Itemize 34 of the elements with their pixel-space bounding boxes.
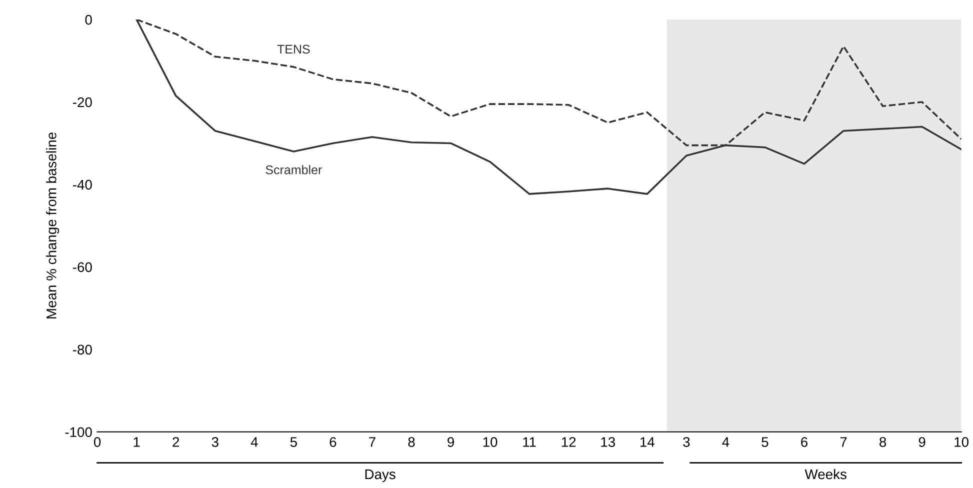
- x-tick-label: 5: [762, 437, 768, 447]
- x-tick-label: 7: [369, 437, 376, 447]
- x-tick-label: 4: [722, 437, 730, 447]
- x-tick-label: 0: [94, 437, 101, 447]
- y-tick-label: -20: [72, 97, 92, 108]
- x-tick-label: 4: [250, 437, 258, 447]
- x-tick-label: 7: [840, 437, 847, 447]
- x-tick-label: 6: [330, 437, 336, 447]
- x-tick-label: 1: [134, 437, 140, 447]
- x-tick-label: 2: [172, 437, 180, 447]
- x-tick-label: 14: [640, 437, 654, 447]
- y-tick-label: -80: [72, 344, 92, 355]
- x-tick-label: 3: [212, 437, 218, 447]
- y-axis-title: Mean % change from baseline: [46, 132, 60, 318]
- x-tick-label: 9: [918, 437, 926, 447]
- series-label: TENS: [277, 44, 310, 54]
- y-tick-label: -60: [72, 262, 92, 272]
- x-tick-label: 8: [880, 437, 886, 447]
- x-tick-label: 10: [483, 437, 498, 447]
- x-tick-label: 3: [683, 437, 690, 447]
- x-tick-label: 12: [562, 437, 576, 447]
- text: Days: [365, 470, 396, 482]
- y-tick-label: -100: [65, 427, 92, 438]
- x-tick-label: 5: [290, 437, 297, 447]
- y-tick-label: 0: [85, 14, 92, 25]
- y-tick-label: -40: [72, 180, 92, 190]
- text: Weeks: [804, 468, 846, 480]
- x-tick-label: 6: [801, 437, 808, 447]
- series-label: Scrambler: [266, 165, 322, 174]
- x-tick-label: 13: [601, 437, 615, 447]
- x-tick-label: 8: [408, 437, 415, 447]
- x-tick-label: 9: [448, 437, 454, 447]
- x-tick-label: 10: [954, 437, 969, 447]
- x-tick-label: 11: [523, 437, 536, 447]
